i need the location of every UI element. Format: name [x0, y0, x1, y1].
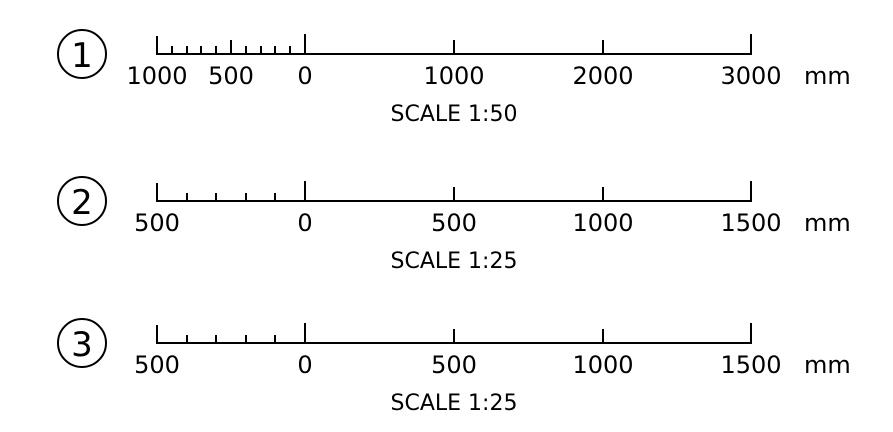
scale-bar-1: 1 1000 500 0 1000 2000 3000 mm SCALE 1:5…: [57, 29, 851, 127]
scale-bar-number: 1: [71, 36, 93, 76]
tick-label: 500: [431, 209, 477, 237]
number-circle: [57, 318, 107, 368]
scale-bar-2: 2 500 0 500 1000 1500 mm SCALE 1:25: [57, 176, 851, 274]
tick-label: 500: [208, 62, 254, 90]
number-circle: [57, 29, 107, 79]
tick-label: 1000: [572, 209, 633, 237]
tick-label: 3000: [720, 62, 781, 90]
tick-label: 1500: [720, 209, 781, 237]
number-circle: [57, 176, 107, 226]
scale-caption: SCALE 1:25: [391, 249, 518, 274]
scale-caption: SCALE 1:25: [391, 391, 518, 416]
unit-label: mm: [804, 209, 851, 237]
unit-label: mm: [804, 62, 851, 90]
tick-label: 1000: [126, 62, 187, 90]
tick-label: 1000: [572, 351, 633, 379]
tick-label: 500: [134, 351, 180, 379]
tick-label: 1500: [720, 351, 781, 379]
scale-bar-3: 3 500 0 500 1000 1500 mm SCALE 1:25: [57, 318, 851, 416]
unit-label: mm: [804, 351, 851, 379]
scale-bar-number: 3: [71, 325, 93, 365]
scale-bar-number: 2: [71, 183, 93, 223]
tick-label: 500: [134, 209, 180, 237]
tick-label: 500: [431, 351, 477, 379]
tick-label: 1000: [423, 62, 484, 90]
tick-label: 2000: [572, 62, 633, 90]
tick-label-zero: 0: [297, 209, 312, 237]
tick-label-zero: 0: [297, 62, 312, 90]
tick-label-zero: 0: [297, 351, 312, 379]
scale-caption: SCALE 1:50: [391, 102, 518, 127]
